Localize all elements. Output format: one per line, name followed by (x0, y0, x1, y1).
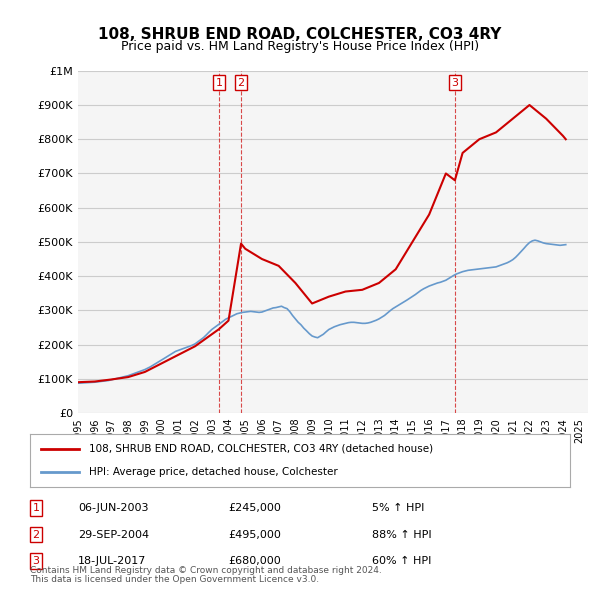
Text: 29-SEP-2004: 29-SEP-2004 (78, 530, 149, 539)
Text: £245,000: £245,000 (228, 503, 281, 513)
Text: £680,000: £680,000 (228, 556, 281, 566)
Text: 1: 1 (215, 78, 223, 88)
Text: 3: 3 (32, 556, 40, 566)
Text: £495,000: £495,000 (228, 530, 281, 539)
Text: 3: 3 (451, 78, 458, 88)
Text: 2: 2 (32, 530, 40, 539)
Text: 18-JUL-2017: 18-JUL-2017 (78, 556, 146, 566)
Text: 06-JUN-2003: 06-JUN-2003 (78, 503, 149, 513)
Text: 2: 2 (238, 78, 245, 88)
Text: 60% ↑ HPI: 60% ↑ HPI (372, 556, 431, 566)
Text: Contains HM Land Registry data © Crown copyright and database right 2024.: Contains HM Land Registry data © Crown c… (30, 566, 382, 575)
Text: Price paid vs. HM Land Registry's House Price Index (HPI): Price paid vs. HM Land Registry's House … (121, 40, 479, 53)
Text: 1: 1 (32, 503, 40, 513)
Text: 108, SHRUB END ROAD, COLCHESTER, CO3 4RY (detached house): 108, SHRUB END ROAD, COLCHESTER, CO3 4RY… (89, 444, 434, 454)
Text: HPI: Average price, detached house, Colchester: HPI: Average price, detached house, Colc… (89, 467, 338, 477)
Text: 108, SHRUB END ROAD, COLCHESTER, CO3 4RY: 108, SHRUB END ROAD, COLCHESTER, CO3 4RY (98, 27, 502, 41)
Text: 5% ↑ HPI: 5% ↑ HPI (372, 503, 424, 513)
Text: This data is licensed under the Open Government Licence v3.0.: This data is licensed under the Open Gov… (30, 575, 319, 584)
Text: 88% ↑ HPI: 88% ↑ HPI (372, 530, 431, 539)
